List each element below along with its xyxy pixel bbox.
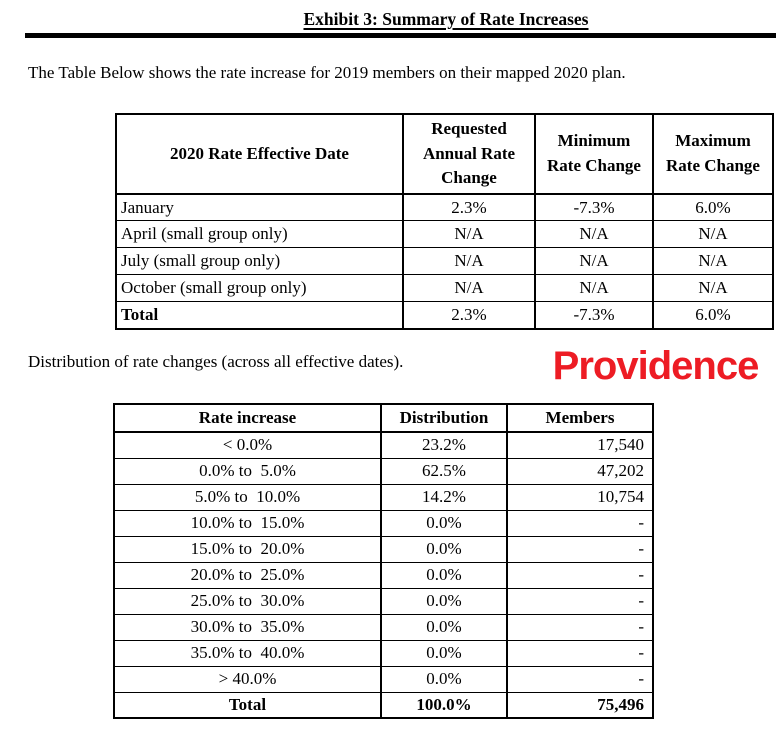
members-cell: 17,540 bbox=[506, 431, 654, 459]
table-row: 5.0% to 10.0% 14.2% 10,754 bbox=[113, 483, 654, 511]
rate-range-cell: 30.0% to 35.0% bbox=[113, 613, 382, 641]
requested-change-cell: 2.3% bbox=[402, 193, 536, 222]
distribution-table: Rate increase Distribution Members < 0.0… bbox=[113, 403, 654, 719]
rate-range-cell: 15.0% to 20.0% bbox=[113, 535, 382, 563]
table-row: > 40.0% 0.0% - bbox=[113, 665, 654, 693]
distribution-cell: 14.2% bbox=[380, 483, 508, 511]
table-row-october: October (small group only) N/A N/A N/A bbox=[115, 274, 774, 303]
table-row-total: Total 2.3% -7.3% 6.0% bbox=[115, 301, 774, 330]
members-cell: - bbox=[506, 509, 654, 537]
maximum-change-cell: N/A bbox=[652, 274, 774, 303]
members-cell: - bbox=[506, 561, 654, 589]
table-row-april: April (small group only) N/A N/A N/A bbox=[115, 220, 774, 249]
table-row: 25.0% to 30.0% 0.0% - bbox=[113, 587, 654, 615]
table-row: 20.0% to 25.0% 0.0% - bbox=[113, 561, 654, 589]
column-header-distribution: Distribution bbox=[380, 403, 508, 433]
members-cell: - bbox=[506, 535, 654, 563]
row-label: Total bbox=[115, 301, 404, 330]
maximum-change-cell: N/A bbox=[652, 220, 774, 249]
table-row: 0.0% to 5.0% 62.5% 47,202 bbox=[113, 457, 654, 485]
minimum-change-cell: -7.3% bbox=[534, 301, 654, 330]
distribution-cell: 0.0% bbox=[380, 509, 508, 537]
members-cell: - bbox=[506, 639, 654, 667]
distribution-cell: 0.0% bbox=[380, 665, 508, 693]
distribution-cell: 62.5% bbox=[380, 457, 508, 485]
table-row: 10.0% to 15.0% 0.0% - bbox=[113, 509, 654, 537]
column-header-maximum-change: Maximum Rate Change bbox=[652, 113, 774, 195]
row-label: July (small group only) bbox=[115, 247, 404, 276]
rate-range-cell: 20.0% to 25.0% bbox=[113, 561, 382, 589]
requested-change-cell: N/A bbox=[402, 274, 536, 303]
table-row-total: Total 100.0% 75,496 bbox=[113, 691, 654, 719]
distribution-cell: 100.0% bbox=[380, 691, 508, 719]
requested-change-cell: N/A bbox=[402, 247, 536, 276]
members-cell: 47,202 bbox=[506, 457, 654, 485]
rate-range-cell: 0.0% to 5.0% bbox=[113, 457, 382, 485]
rate-range-cell: 5.0% to 10.0% bbox=[113, 483, 382, 511]
distribution-cell: 0.0% bbox=[380, 639, 508, 667]
providence-logo: Providence bbox=[552, 344, 760, 388]
rate-range-cell: 35.0% to 40.0% bbox=[113, 639, 382, 667]
title-row: Exhibit 3: Summary of Rate Increases bbox=[116, 9, 776, 30]
rate-increase-summary-table: 2020 Rate Effective Date Requested Annua… bbox=[115, 113, 774, 330]
minimum-change-cell: N/A bbox=[534, 247, 654, 276]
column-header-minimum-change: Minimum Rate Change bbox=[534, 113, 654, 195]
distribution-caption: Distribution of rate changes (across all… bbox=[28, 352, 404, 371]
row-label: October (small group only) bbox=[115, 274, 404, 303]
maximum-change-cell: N/A bbox=[652, 247, 774, 276]
horizontal-rule bbox=[25, 33, 776, 38]
requested-change-cell: 2.3% bbox=[402, 301, 536, 330]
minimum-change-cell: -7.3% bbox=[534, 193, 654, 222]
rate-range-cell: < 0.0% bbox=[113, 431, 382, 459]
table-row: 35.0% to 40.0% 0.0% - bbox=[113, 639, 654, 667]
table-row: < 0.0% 23.2% 17,540 bbox=[113, 431, 654, 459]
column-header-effective-date: 2020 Rate Effective Date bbox=[115, 113, 404, 195]
column-header-members: Members bbox=[506, 403, 654, 433]
table-row: 30.0% to 35.0% 0.0% - bbox=[113, 613, 654, 641]
rate-range-cell: 10.0% to 15.0% bbox=[113, 509, 382, 537]
minimum-change-cell: N/A bbox=[534, 220, 654, 249]
page-title: Exhibit 3: Summary of Rate Increases bbox=[303, 9, 589, 29]
table-row-july: July (small group only) N/A N/A N/A bbox=[115, 247, 774, 276]
members-cell: 75,496 bbox=[506, 691, 654, 719]
distribution-cell: 23.2% bbox=[380, 431, 508, 459]
rate-range-cell: Total bbox=[113, 691, 382, 719]
minimum-change-cell: N/A bbox=[534, 274, 654, 303]
rate-range-cell: > 40.0% bbox=[113, 665, 382, 693]
table-row-january: January 2.3% -7.3% 6.0% bbox=[115, 193, 774, 222]
row-label: January bbox=[115, 193, 404, 222]
members-cell: - bbox=[506, 613, 654, 641]
members-cell: 10,754 bbox=[506, 483, 654, 511]
members-cell: - bbox=[506, 587, 654, 615]
header-row: Rate increase Distribution Members bbox=[113, 403, 654, 433]
members-cell: - bbox=[506, 665, 654, 693]
distribution-cell: 0.0% bbox=[380, 561, 508, 589]
intro-text: The Table Below shows the rate increase … bbox=[28, 63, 626, 82]
maximum-change-cell: 6.0% bbox=[652, 301, 774, 330]
column-header-rate-increase: Rate increase bbox=[113, 403, 382, 433]
distribution-cell: 0.0% bbox=[380, 613, 508, 641]
distribution-cell: 0.0% bbox=[380, 535, 508, 563]
maximum-change-cell: 6.0% bbox=[652, 193, 774, 222]
row-label: April (small group only) bbox=[115, 220, 404, 249]
column-header-requested-change: Requested Annual Rate Change bbox=[402, 113, 536, 195]
requested-change-cell: N/A bbox=[402, 220, 536, 249]
header-row: 2020 Rate Effective Date Requested Annua… bbox=[115, 113, 774, 195]
distribution-cell: 0.0% bbox=[380, 587, 508, 615]
rate-range-cell: 25.0% to 30.0% bbox=[113, 587, 382, 615]
table-row: 15.0% to 20.0% 0.0% - bbox=[113, 535, 654, 563]
